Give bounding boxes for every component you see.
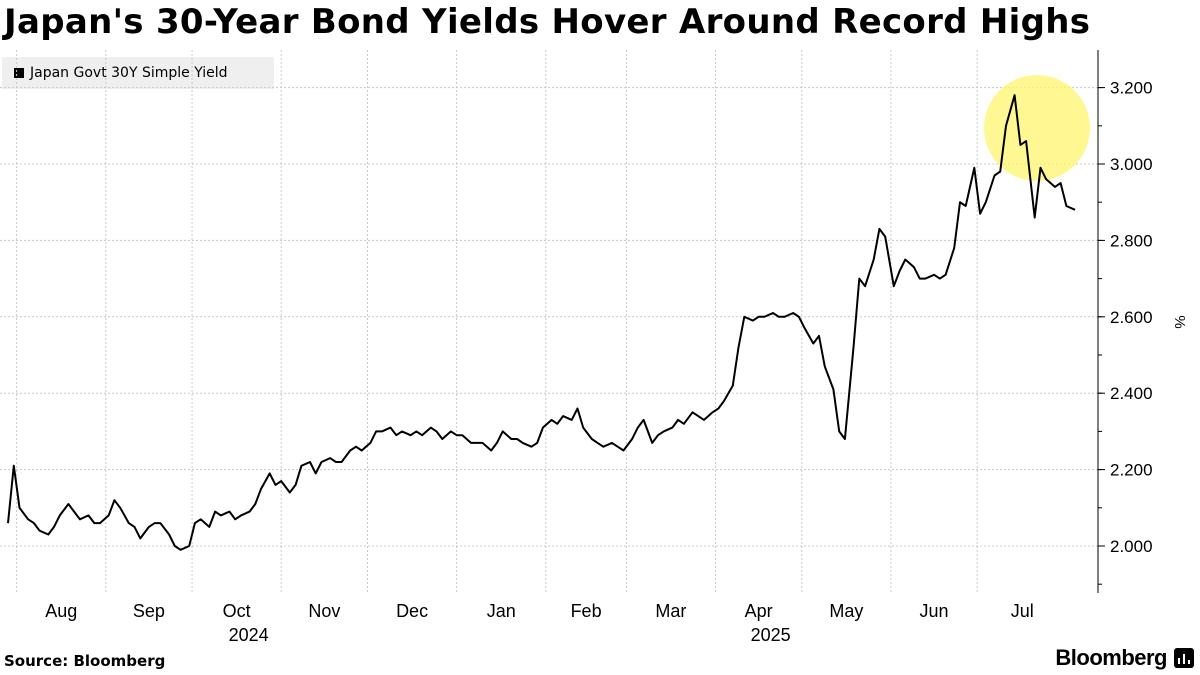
bloomberg-terminal-icon bbox=[1174, 648, 1194, 668]
x-tick-label: Aug bbox=[45, 601, 77, 621]
brand-logo: Bloomberg bbox=[1055, 645, 1167, 670]
x-tick-label: Feb bbox=[571, 601, 602, 621]
x-tick-label: Mar bbox=[655, 601, 686, 621]
chart-title: Japan's 30-Year Bond Yields Hover Around… bbox=[4, 2, 1091, 42]
legend-swatch bbox=[14, 68, 24, 78]
x-tick-label: Nov bbox=[308, 601, 340, 621]
x-tick-label: Apr bbox=[745, 601, 773, 621]
x-tick-label: Oct bbox=[223, 601, 251, 621]
x-tick-label: Jul bbox=[1011, 601, 1034, 621]
x-tick-label: Jun bbox=[920, 601, 949, 621]
legend-label: Japan Govt 30Y Simple Yield bbox=[30, 65, 228, 81]
x-tick-label: Sep bbox=[133, 601, 165, 621]
x-year-label: 2024 bbox=[229, 625, 269, 645]
source-note: Source: Bloomberg bbox=[4, 652, 166, 670]
y-tick-label: 3.200 bbox=[1110, 79, 1153, 98]
y-tick-label: 2.000 bbox=[1110, 537, 1153, 556]
x-tick-label: Jan bbox=[487, 601, 516, 621]
series-line bbox=[7, 94, 1076, 551]
y-tick-label: 3.000 bbox=[1110, 155, 1153, 174]
legend: Japan Govt 30Y Simple Yield bbox=[2, 57, 274, 89]
y-tick-label: 2.600 bbox=[1110, 308, 1153, 327]
x-tick-label: May bbox=[829, 601, 863, 621]
x-year-label: 2025 bbox=[751, 625, 791, 645]
highlight-circle bbox=[984, 75, 1090, 181]
y-axis-label: % bbox=[1171, 315, 1188, 328]
y-tick-label: 2.400 bbox=[1110, 384, 1153, 403]
y-tick-label: 2.200 bbox=[1110, 461, 1153, 480]
x-tick-label: Dec bbox=[396, 601, 428, 621]
y-tick-label: 2.800 bbox=[1110, 231, 1153, 250]
